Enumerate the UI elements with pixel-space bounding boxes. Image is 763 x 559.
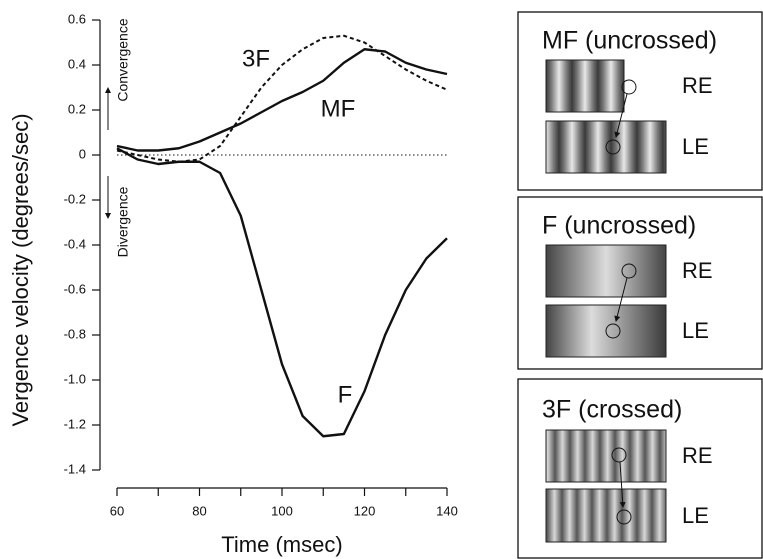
marker-circle: [616, 509, 632, 525]
y-tick-label: -1.2: [64, 416, 86, 431]
grating: [545, 244, 667, 298]
arrow: [614, 277, 628, 322]
series-label: F: [338, 381, 353, 408]
x-tick-label: 120: [354, 503, 376, 518]
marker-circle: [611, 447, 627, 463]
y-tick-label: -0.8: [64, 326, 86, 341]
eye-label: LE: [682, 318, 709, 343]
annotation: Convergence: [115, 18, 131, 101]
x-tick-label: 80: [192, 503, 206, 518]
panel: 3F (crossed) RE LE: [517, 378, 763, 559]
y-tick-label: 0.6: [68, 11, 86, 26]
eye-label: RE: [682, 73, 713, 98]
panel-title: MF (uncrossed): [542, 27, 717, 55]
y-tick-label: -0.2: [64, 191, 86, 206]
grating: [545, 429, 667, 483]
x-axis-title: Time (msec): [221, 532, 342, 557]
series-label: MF: [321, 95, 356, 122]
marker-circle: [605, 323, 621, 339]
panel: F (uncrossed) RE LE: [517, 196, 763, 370]
eye-label: RE: [682, 258, 713, 283]
panel-title: F (uncrossed): [542, 212, 696, 240]
annotation: Divergence: [115, 186, 131, 257]
x-tick-label: 60: [110, 503, 124, 518]
eye-label: LE: [682, 503, 709, 528]
plot: -1.4 -1.2 -1.0 -0.8 -0.6 -0.4 -0.2 0 0.2 0.4 0.6 60…: [8, 11, 458, 556]
x-tick-label: 100: [271, 503, 293, 518]
marker-circle: [605, 139, 621, 155]
line-series: [116, 34, 448, 163]
y-tick-label: -0.6: [64, 281, 86, 296]
arrow: [614, 93, 628, 138]
marker-circle: [621, 79, 637, 95]
arrow: [619, 461, 626, 508]
eye-label: LE: [682, 134, 709, 159]
y-axis-title: Vergence velocity (degrees/sec): [8, 113, 33, 426]
series-label: 3F: [242, 45, 270, 72]
grating: [545, 488, 667, 543]
y-tick-label: -1.0: [64, 371, 86, 386]
grating: [545, 59, 625, 113]
panel: MF (uncrossed) RE LE: [517, 11, 763, 191]
y-tick-label: 0.4: [68, 56, 86, 71]
y-tick-label: -0.4: [64, 236, 86, 251]
y-tick-label: 0.2: [68, 101, 86, 116]
y-tick-label: -1.4: [64, 461, 86, 476]
line-series: [116, 147, 448, 438]
panel-title: 3F (crossed): [542, 396, 682, 424]
x-tick-label: 140: [436, 503, 458, 518]
line-series: [116, 48, 448, 152]
eye-label: RE: [682, 443, 713, 468]
y-tick-label: 0: [79, 146, 86, 161]
marker-circle: [621, 263, 637, 279]
